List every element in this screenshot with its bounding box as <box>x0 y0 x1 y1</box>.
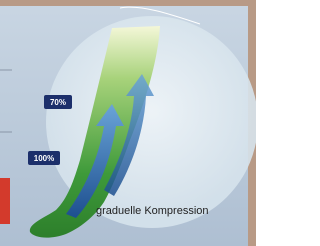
red-strip <box>0 178 10 224</box>
frame-top <box>0 0 256 6</box>
caption: graduelle Kompression <box>96 205 209 217</box>
label: 70% <box>50 98 66 107</box>
illustration: 70% 100% graduelle Kompression <box>0 0 256 246</box>
label: 100% <box>34 154 54 163</box>
page: 70% 100% graduelle Kompression (() => { … <box>0 0 256 246</box>
